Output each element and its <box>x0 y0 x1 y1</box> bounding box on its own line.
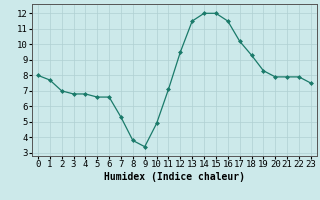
X-axis label: Humidex (Indice chaleur): Humidex (Indice chaleur) <box>104 172 245 182</box>
